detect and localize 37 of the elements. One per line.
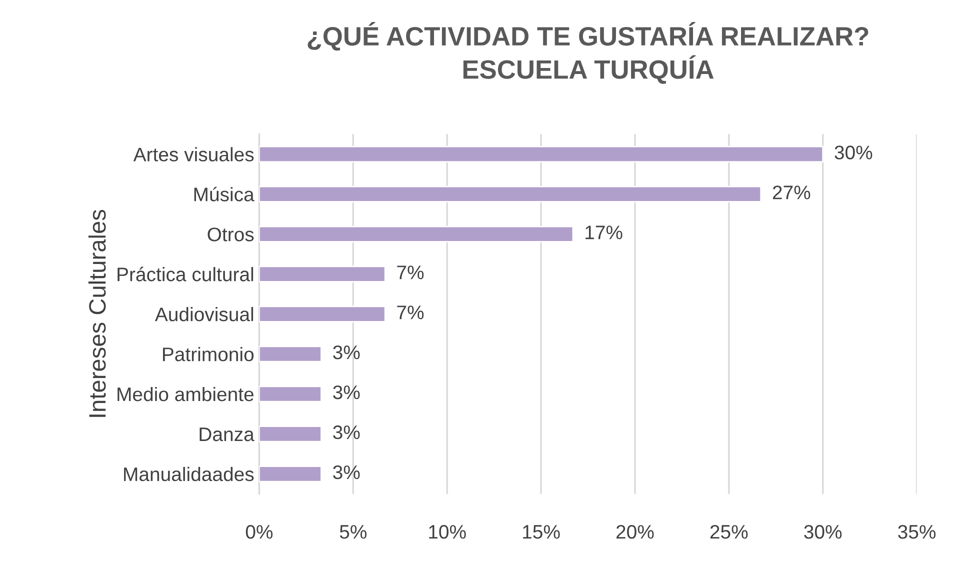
data-label: 3% [333, 425, 360, 440]
x-tick-label: 5% [340, 525, 367, 539]
x-tick-label: 10% [429, 524, 466, 539]
x-tick-label: 15% [523, 525, 560, 539]
y-tick-label: Audiovisual [154, 307, 254, 322]
bar [259, 186, 762, 202]
bar [259, 226, 574, 242]
y-tick-label: Otros [208, 228, 254, 242]
data-label: 3% [333, 385, 360, 400]
bar [259, 306, 386, 322]
data-label: 7% [397, 306, 424, 320]
x-tick-label: 0% [246, 524, 273, 539]
y-tick-label: Medio ambiente [118, 386, 254, 402]
y-tick-label: Práctica cultural [118, 266, 254, 282]
bar [259, 386, 322, 402]
data-label: 27% [772, 186, 810, 200]
data-label: 3% [333, 345, 360, 360]
data-label: 3% [333, 465, 360, 480]
y-tick-label: Música [194, 186, 254, 202]
y-tick-label: Artes visuales [133, 147, 254, 162]
x-tick-label: 25% [710, 524, 748, 539]
data-label: 17% [586, 226, 622, 240]
bar [259, 346, 322, 362]
data-label: 30% [834, 146, 872, 160]
x-tick-label: 20% [616, 524, 654, 539]
chart-title: ¿QUÉ ACTIVIDAD TE GUSTARÍA REALIZAR? ESCUELA TURQUÍA [308, 22, 868, 84]
x-tick-label: 30% [804, 524, 842, 539]
bar [259, 266, 386, 282]
bar [259, 466, 322, 482]
data-label: 7% [397, 266, 424, 280]
y-axis-title: Intereses Culturales [88, 210, 106, 417]
x-tick-label: 35% [898, 524, 936, 539]
bar [259, 426, 322, 442]
y-tick-label: Patrimonio [163, 346, 254, 362]
bar [259, 146, 824, 162]
y-tick-label: Danza [200, 428, 254, 442]
y-tick-label: Manualidaades [124, 466, 254, 482]
